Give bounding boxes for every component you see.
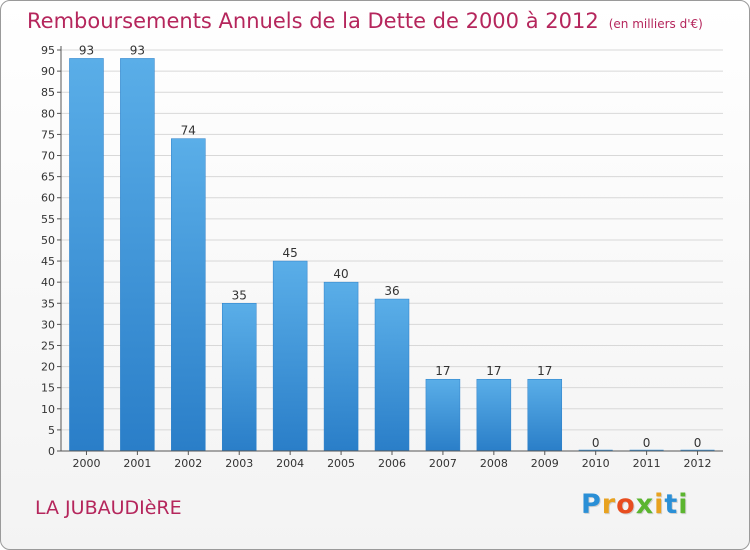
- x-tick-label: 2007: [429, 457, 457, 470]
- data-label: 17: [486, 364, 501, 378]
- data-label: 17: [537, 364, 552, 378]
- logo-letter: i: [678, 489, 689, 520]
- y-tick-label: 60: [41, 192, 55, 205]
- logo-letter: o: [616, 489, 636, 520]
- bar-2001: [120, 58, 155, 452]
- bar-2000: [69, 58, 104, 452]
- data-label: 0: [643, 436, 651, 450]
- data-label: 17: [435, 364, 450, 378]
- bar-2008: [476, 378, 512, 452]
- y-tick-label: 10: [41, 403, 55, 416]
- data-label: 0: [592, 436, 600, 450]
- y-tick-label: 40: [41, 276, 55, 289]
- proxiti-logo[interactable]: Proxiti: [581, 489, 689, 520]
- x-tick-label: 2000: [72, 457, 100, 470]
- bar-2009: [527, 378, 563, 452]
- y-tick-label: 30: [41, 318, 55, 331]
- y-tick-label: 45: [41, 255, 55, 268]
- chart-title-text: Remboursements Annuels de la Dette de 20…: [27, 9, 599, 33]
- bars: 93 93 74 35 45 40 36 17 17 17 0 0 0: [69, 43, 715, 452]
- bar-2002: [171, 138, 206, 452]
- bar-2006: [374, 298, 410, 452]
- x-tick-label: 2012: [684, 457, 712, 470]
- bar-2005: [323, 281, 359, 452]
- y-tick-label: 20: [41, 361, 55, 374]
- bar-2007: [425, 378, 461, 452]
- data-label: 74: [181, 124, 196, 138]
- x-tick-label: 2006: [378, 457, 406, 470]
- chart-unit: (en milliers d'€): [608, 17, 703, 31]
- y-tick-label: 55: [41, 213, 55, 226]
- data-label: 40: [333, 267, 348, 281]
- chart-title: Remboursements Annuels de la Dette de 20…: [27, 9, 703, 33]
- logo-letter: P: [581, 489, 602, 520]
- y-tick-label: 90: [41, 65, 55, 78]
- data-label: 93: [79, 43, 94, 57]
- x-tick-label: 2009: [531, 457, 559, 470]
- x-tick-label: 2008: [480, 457, 508, 470]
- y-tick-label: 70: [41, 150, 55, 163]
- y-tick-label: 95: [41, 44, 55, 57]
- y-tick-label: 15: [41, 382, 55, 395]
- logo-letter: x: [635, 489, 655, 520]
- y-tick-label: 35: [41, 297, 55, 310]
- commune-name: LA JUBAUDIèRE: [35, 497, 182, 519]
- axes: 0 5 10 15 20 25 30 35 40 45 50 55 60 65 70 75 80 85 90 95 20…: [41, 44, 723, 470]
- data-label: 93: [130, 43, 145, 57]
- x-tick-label: 2011: [633, 457, 661, 470]
- data-label: 36: [384, 284, 399, 298]
- bar-2004: [272, 260, 308, 452]
- x-tick-label: 2010: [582, 457, 610, 470]
- x-tick-label: 2004: [276, 457, 304, 470]
- y-tick-label: 25: [41, 339, 55, 352]
- x-tick-label: 2002: [174, 457, 202, 470]
- y-tick-label: 0: [48, 445, 55, 458]
- y-tick-label: 5: [48, 424, 55, 437]
- x-tick-label: 2005: [327, 457, 355, 470]
- bar-2003: [221, 303, 257, 452]
- y-tick-label: 75: [41, 128, 55, 141]
- x-tick-label: 2001: [123, 457, 151, 470]
- y-tick-label: 65: [41, 171, 55, 184]
- data-label: 45: [283, 246, 298, 260]
- logo-letter: t: [664, 489, 679, 520]
- data-label: 0: [694, 436, 702, 450]
- logo-letter: r: [601, 489, 617, 520]
- data-label: 35: [232, 288, 247, 302]
- y-tick-label: 50: [41, 234, 55, 247]
- y-tick-label: 80: [41, 107, 55, 120]
- y-tick-label: 85: [41, 86, 55, 99]
- logo-letter: i: [654, 489, 665, 520]
- x-tick-label: 2003: [225, 457, 253, 470]
